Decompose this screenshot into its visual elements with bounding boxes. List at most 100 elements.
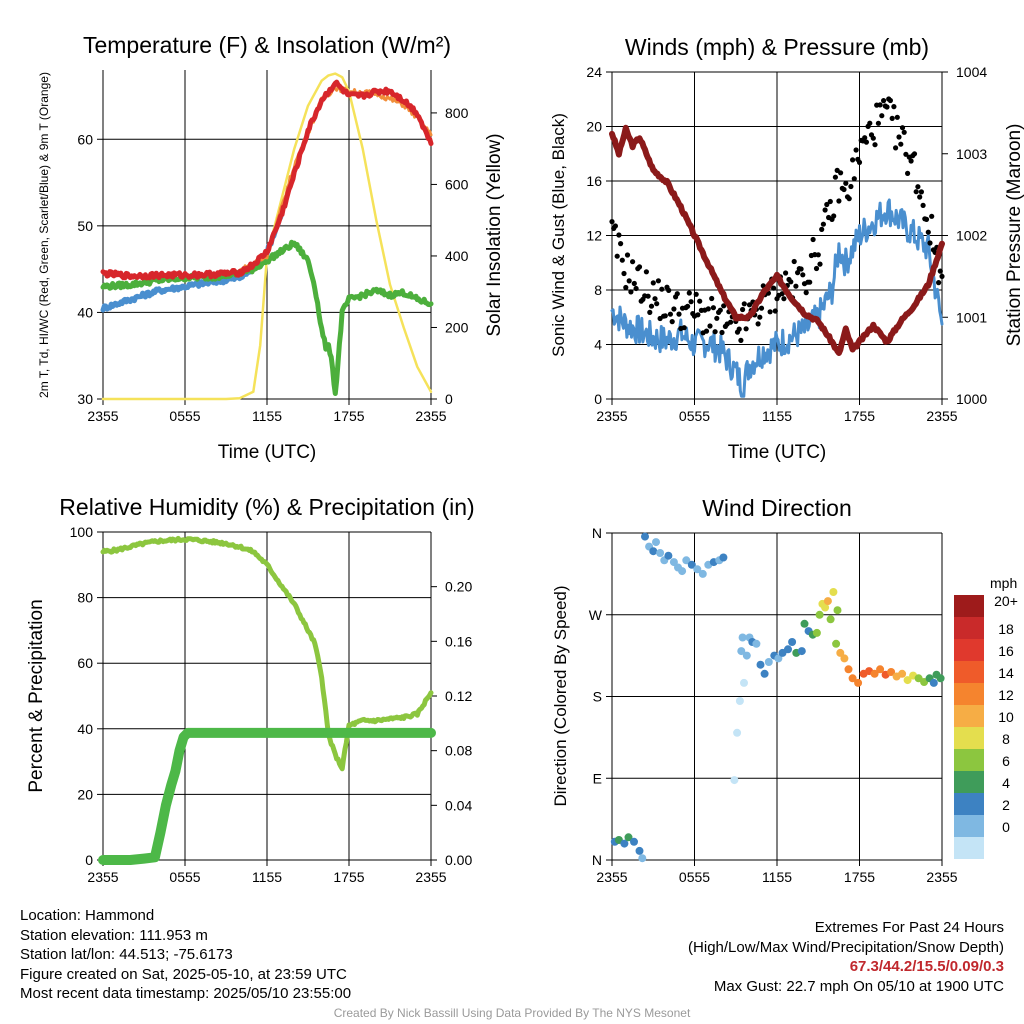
y-tick-label: W xyxy=(589,607,603,623)
gust-point xyxy=(781,296,787,302)
gust-point xyxy=(824,201,830,208)
colorbar-title: mph xyxy=(990,575,1017,591)
gust-point xyxy=(743,326,749,332)
y-tick-label: 20 xyxy=(586,119,602,135)
colorbar-label: 18 xyxy=(998,621,1014,637)
direction-point xyxy=(698,569,707,578)
gust-point xyxy=(923,216,930,222)
y2-tick-label: 400 xyxy=(445,248,469,264)
direction-point xyxy=(752,639,761,648)
gust-point xyxy=(767,309,773,315)
gust-point xyxy=(807,279,813,285)
y2-tick-label: 200 xyxy=(445,319,469,335)
gust-point xyxy=(862,135,868,141)
gust-point xyxy=(618,241,624,247)
direction-point xyxy=(797,647,806,656)
y-axis-label-left: 2m T, Td, HI/WC (Red, Green, Scarlet/Blu… xyxy=(37,72,51,398)
direction-point xyxy=(740,678,748,687)
gust-point xyxy=(913,189,919,195)
gust-point xyxy=(633,285,639,292)
direction-points xyxy=(610,532,945,863)
gust-point xyxy=(623,284,629,291)
gust-point xyxy=(848,183,854,190)
gust-point xyxy=(903,151,909,157)
gust-point xyxy=(717,307,723,313)
gust-point xyxy=(719,329,725,336)
gust-point xyxy=(619,257,625,263)
gust-point xyxy=(836,198,842,204)
x-tick-label: 2355 xyxy=(926,408,957,424)
gust-point xyxy=(612,223,619,229)
gust-point xyxy=(631,280,637,287)
direction-point xyxy=(829,588,838,596)
gust-point xyxy=(851,176,857,182)
gust-point xyxy=(738,337,744,343)
y2-tick-label: 1003 xyxy=(956,146,987,162)
gust-point xyxy=(920,202,926,208)
y-tick-label: 0 xyxy=(85,852,93,868)
gust-point xyxy=(803,290,809,296)
colorbar-swatch xyxy=(954,617,984,639)
gust-point xyxy=(929,213,935,219)
y-tick-label: 100 xyxy=(70,524,94,540)
x-tick-label: 0555 xyxy=(679,869,710,885)
gust-point xyxy=(655,278,662,284)
station-info: Location: Hammond Station elevation: 111… xyxy=(20,906,351,1004)
direction-point xyxy=(624,833,633,842)
colorbar-swatch xyxy=(954,749,984,771)
gust-point xyxy=(783,270,789,276)
direction-point xyxy=(656,549,665,557)
gust-point xyxy=(652,296,658,302)
y2-tick-label: 800 xyxy=(445,105,469,121)
x-tick-label: 0555 xyxy=(169,408,200,424)
gust-point xyxy=(667,311,674,317)
gust-point xyxy=(758,305,765,311)
gust-point xyxy=(755,321,761,327)
chart-title: Temperature (F) & Insolation (W/m²) xyxy=(83,32,451,58)
gust-point xyxy=(624,252,631,258)
direction-point xyxy=(898,669,907,678)
chart-title: Relative Humidity (%) & Precipitation (i… xyxy=(59,494,474,520)
gust-point xyxy=(901,129,907,135)
direction-point xyxy=(664,551,673,560)
colorbar-swatch xyxy=(954,727,984,749)
direction-point xyxy=(876,665,885,674)
recent-data-text: Most recent data timestamp: 2025/05/10 2… xyxy=(20,985,352,1002)
created-text: Figure created on Sat, 2025-05-10, at 23… xyxy=(20,965,347,983)
series-line-precipitation xyxy=(98,727,436,865)
x-tick-label: 2355 xyxy=(926,869,957,885)
gust-point xyxy=(936,280,942,286)
gust-point xyxy=(937,268,943,274)
y2-tick-label: 600 xyxy=(445,176,469,192)
panel-3: Relative Humidity (%) & Precipitation (i… xyxy=(26,494,475,885)
direction-point xyxy=(840,654,849,663)
y-axis-label-left: Percent & Precipitation xyxy=(26,599,47,792)
gust-point xyxy=(927,240,933,246)
gust-point xyxy=(850,157,856,163)
gust-point xyxy=(630,259,636,265)
y-tick-label: 60 xyxy=(77,131,93,147)
colorbar-swatch xyxy=(954,837,984,859)
x-axis-label: Time (UTC) xyxy=(218,442,317,463)
direction-point xyxy=(870,669,879,678)
colorbar-label: 2 xyxy=(1002,797,1010,813)
gust-point xyxy=(621,270,627,277)
gust-point xyxy=(721,303,727,309)
direction-point xyxy=(903,676,912,685)
colorbar-label: 4 xyxy=(1002,775,1010,791)
direction-point xyxy=(733,728,742,737)
y-tick-label: 20 xyxy=(77,786,93,802)
gust-point xyxy=(875,120,882,126)
panel-1: Temperature (F) & Insolation (W/m²)2355 0… xyxy=(37,32,505,463)
x-tick-label: 2355 xyxy=(596,869,627,885)
direction-point xyxy=(844,665,853,674)
x-tick-label: 2355 xyxy=(596,408,627,424)
y2-tick-label: 1001 xyxy=(956,309,987,325)
credit-text: Created By Nick Bassill Using Data Provi… xyxy=(333,1006,691,1020)
x-tick-label: 1755 xyxy=(844,408,875,424)
direction-point xyxy=(823,597,832,606)
gust-point xyxy=(659,286,665,292)
gust-point xyxy=(647,309,653,315)
gust-point xyxy=(893,145,899,151)
